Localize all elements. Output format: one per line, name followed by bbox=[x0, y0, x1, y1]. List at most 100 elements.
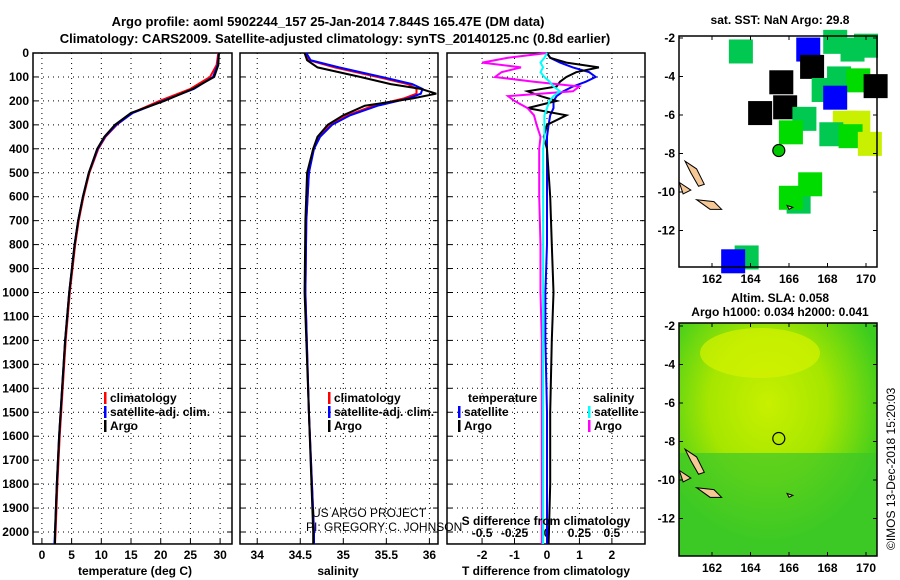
legend-label: climatology bbox=[334, 391, 401, 405]
sla-low-region bbox=[679, 453, 877, 556]
lon-tick-label: 168 bbox=[817, 561, 837, 575]
depth-tick-label: 500 bbox=[9, 166, 29, 180]
x-tick-label: 10 bbox=[95, 548, 109, 562]
argo-position-marker bbox=[772, 431, 786, 446]
lon-tick-label: 170 bbox=[856, 272, 876, 286]
x-tick-label: 34 bbox=[251, 548, 265, 562]
legend-swatch bbox=[328, 406, 331, 418]
temperature-line-2 bbox=[54, 52, 220, 544]
sdiff-xlabel: S difference from climatology bbox=[462, 514, 631, 528]
sst-cell bbox=[800, 54, 825, 79]
legend-swatch bbox=[104, 406, 107, 418]
sst-cell bbox=[769, 70, 794, 95]
lat-tick-label: -4 bbox=[664, 358, 675, 372]
map-frame bbox=[678, 35, 878, 268]
depth-tick-label: 800 bbox=[9, 238, 29, 252]
sst-cell bbox=[823, 85, 848, 110]
depth-tick-label: 0 bbox=[22, 46, 29, 60]
legend-label: satellite bbox=[594, 405, 639, 419]
legend-label: Argo bbox=[464, 419, 492, 433]
x-tick-label: 5 bbox=[68, 548, 75, 562]
x-tick-label: 35 bbox=[337, 548, 351, 562]
x-tick-label: -2 bbox=[477, 548, 488, 562]
legend-swatch bbox=[104, 420, 107, 432]
depth-tick-label: 1900 bbox=[2, 501, 29, 515]
lat-tick-label: -6 bbox=[664, 108, 675, 122]
depth-tick-label: 1400 bbox=[2, 381, 29, 395]
s-tick-label: -0.5 bbox=[472, 526, 493, 540]
lon-tick-label: 162 bbox=[702, 561, 722, 575]
sst-cell bbox=[728, 39, 753, 64]
depth-tick-label: 1600 bbox=[2, 429, 29, 443]
sst-cell bbox=[857, 131, 882, 156]
plot-frame bbox=[239, 52, 439, 545]
lon-tick-label: 170 bbox=[856, 561, 876, 575]
depth-tick-label: 1000 bbox=[2, 286, 29, 300]
depth-tick-label: 1100 bbox=[3, 309, 29, 323]
sla-map-title-2: Argo h1000: 0.034 h2000: 0.041 bbox=[691, 305, 869, 319]
x-tick-label: 36 bbox=[423, 548, 437, 562]
depth-tick-label: 1200 bbox=[2, 333, 29, 347]
legend-swatch bbox=[588, 420, 591, 432]
depth-tick-label: 1300 bbox=[2, 357, 29, 371]
island bbox=[678, 469, 692, 483]
x-tick-label: 0 bbox=[544, 548, 551, 562]
lat-tick-label: -6 bbox=[664, 396, 675, 410]
legend-swatch bbox=[328, 392, 331, 404]
depth-tick-label: 600 bbox=[9, 190, 29, 204]
legend-swatch bbox=[458, 420, 461, 432]
depth-tick-label: 200 bbox=[9, 94, 29, 108]
temperature-line-0 bbox=[54, 52, 220, 545]
lat-tick-label: -2 bbox=[664, 31, 675, 45]
x-tick-label: -1 bbox=[509, 548, 520, 562]
temperature-panel: 0 5 10 15 20 25 300100200300400500600700800900… bbox=[2, 46, 233, 562]
lon-tick-label: 168 bbox=[817, 272, 837, 286]
imos-credit: ©IMOS 13-Dec-2018 15:20:03 bbox=[884, 387, 898, 550]
lat-tick-label: -8 bbox=[664, 147, 675, 161]
depth-tick-label: 1700 bbox=[2, 453, 29, 467]
s-tick-label: 0.25 bbox=[568, 526, 592, 540]
sdiff-argo-line bbox=[481, 52, 583, 544]
x-tick-label: 35.5 bbox=[375, 548, 399, 562]
legend-label: satellite bbox=[464, 405, 509, 419]
island bbox=[678, 181, 692, 195]
legend-swatch bbox=[328, 420, 331, 432]
island bbox=[683, 447, 706, 475]
legend-title-temperature: temperature bbox=[468, 391, 538, 405]
sst-cell bbox=[748, 101, 773, 126]
tdiff-xlabel: T difference from climatology bbox=[462, 564, 630, 578]
temperature-line-1 bbox=[53, 52, 220, 545]
legend-label: satellite-adj. clim. bbox=[110, 405, 210, 419]
x-tick-label: 1 bbox=[576, 548, 583, 562]
lon-tick-label: 166 bbox=[779, 272, 799, 286]
island bbox=[786, 492, 795, 498]
legend-label: satellite-adj. clim. bbox=[334, 405, 434, 419]
plot-frame bbox=[32, 52, 233, 545]
depth-tick-label: 100 bbox=[9, 70, 29, 84]
legend-label: Argo bbox=[334, 419, 362, 433]
legend-swatch bbox=[588, 406, 591, 418]
salinity-panel: 34 34.5 35 35.5 36 climatologysatellite-adj. … bbox=[239, 52, 439, 562]
sdiff-satellite-line bbox=[539, 52, 562, 544]
sst-cell bbox=[721, 249, 746, 274]
sst-cell bbox=[863, 74, 888, 99]
lon-tick-label: 164 bbox=[740, 272, 760, 286]
lat-tick-label: -4 bbox=[664, 70, 675, 84]
x-tick-label: 0 bbox=[39, 548, 46, 562]
depth-tick-label: 2000 bbox=[2, 525, 29, 539]
title-line-2: Climatology: CARS2009. Satellite-adjuste… bbox=[60, 31, 611, 46]
legend-title-salinity: salinity bbox=[593, 391, 635, 405]
sst-map: 162 164 166 168 170 -2 -4 -6 -8 -10 -12 bbox=[658, 29, 888, 286]
depth-tick-label: 900 bbox=[9, 262, 29, 276]
depth-tick-label: 1500 bbox=[2, 405, 29, 419]
x-tick-label: 2 bbox=[609, 548, 616, 562]
credit-project: US ARGO PROJECT bbox=[312, 506, 427, 520]
lon-tick-label: 162 bbox=[702, 272, 722, 286]
island bbox=[786, 204, 795, 210]
x-tick-label: 15 bbox=[124, 548, 138, 562]
title-line-1: Argo profile: aoml 5902244_157 25-Jan-20… bbox=[112, 14, 545, 29]
legend-label: Argo bbox=[594, 419, 622, 433]
s-tick-label: -0.25 bbox=[501, 526, 529, 540]
depth-tick-label: 1800 bbox=[2, 477, 29, 491]
